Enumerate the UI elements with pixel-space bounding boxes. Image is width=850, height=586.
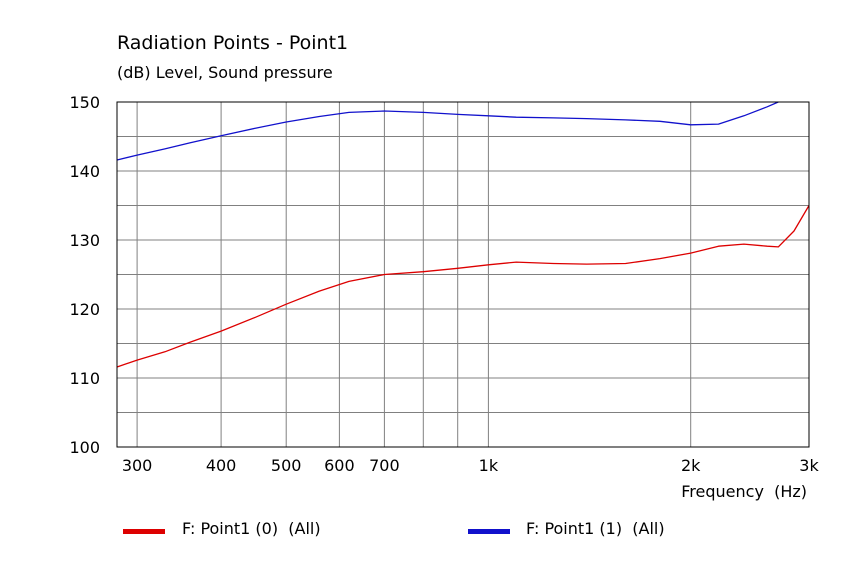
legend-label-series-1: F: Point1 (1) (All) bbox=[526, 519, 665, 538]
legend-swatch-series-0 bbox=[123, 529, 165, 534]
x-tick-label: 600 bbox=[324, 456, 355, 475]
x-tick-label: 700 bbox=[369, 456, 400, 475]
legend-item-series-1: F: Point1 (1) (All) bbox=[468, 519, 665, 538]
x-tick-label: 300 bbox=[122, 456, 153, 475]
plot-border bbox=[116, 101, 810, 448]
y-tick-label: 110 bbox=[69, 369, 100, 388]
y-tick-label: 100 bbox=[69, 438, 100, 457]
series-line-0 bbox=[116, 205, 810, 368]
legend: F: Point1 (0) (All) F: Point1 (1) (All) bbox=[123, 519, 665, 538]
x-tick-label: 1k bbox=[479, 456, 499, 475]
series-layer bbox=[116, 101, 810, 368]
legend-label-series-0: F: Point1 (0) (All) bbox=[182, 519, 321, 538]
x-tick-label: 2k bbox=[681, 456, 701, 475]
x-tick-label: 3k bbox=[799, 456, 819, 475]
y-tick-label: 130 bbox=[69, 231, 100, 250]
grid-lines bbox=[117, 101, 810, 448]
x-axis-label: Frequency (Hz) bbox=[681, 482, 807, 501]
legend-item-series-0: F: Point1 (0) (All) bbox=[123, 519, 321, 538]
x-tick-label: 500 bbox=[271, 456, 302, 475]
y-tick-label: 150 bbox=[69, 93, 100, 112]
y-tick-labels: 100 110 120 130 140 150 bbox=[69, 93, 100, 457]
x-tick-label: 400 bbox=[206, 456, 237, 475]
y-tick-label: 120 bbox=[69, 300, 100, 319]
series-line-1 bbox=[116, 101, 779, 161]
y-tick-label: 140 bbox=[69, 162, 100, 181]
legend-swatch-series-1 bbox=[468, 529, 510, 534]
x-tick-labels: 300 400 500 600 700 1k 2k 3k bbox=[122, 456, 820, 475]
chart-subtitle: (dB) Level, Sound pressure bbox=[117, 63, 333, 82]
chart-title: Radiation Points - Point1 bbox=[117, 32, 348, 54]
